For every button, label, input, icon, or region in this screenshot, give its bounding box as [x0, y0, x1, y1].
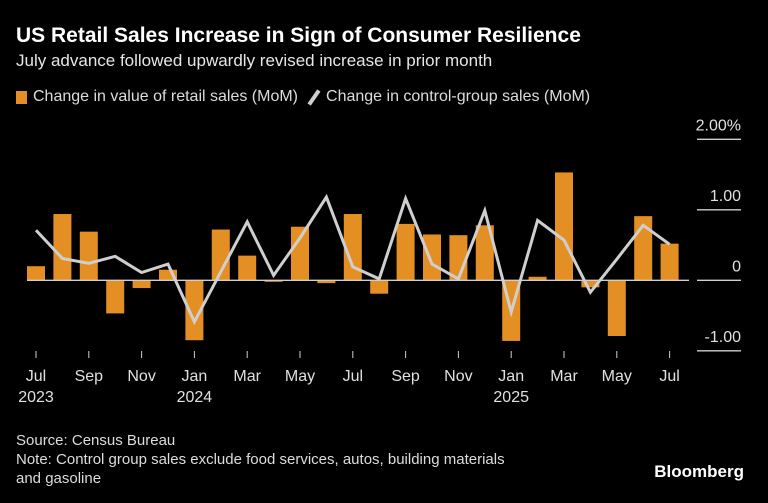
- bloomberg-logo: Bloomberg: [654, 462, 744, 481]
- bar-apr-2024: [264, 280, 283, 282]
- y-tick-label: 2.00%: [696, 117, 741, 134]
- legend-label-control-group: Change in control-group sales (MoM): [326, 88, 591, 105]
- x-tick-label-month: Sep: [75, 368, 104, 385]
- bar-dec-2024: [475, 225, 494, 281]
- x-tick-label-month: Mar: [233, 368, 261, 385]
- bar-jun-2024: [317, 280, 336, 284]
- bar-sep-2023: [79, 231, 98, 281]
- bar-jan-2024: [185, 280, 204, 341]
- bar-sep-2024: [396, 223, 415, 281]
- bar-mar-2024: [238, 255, 257, 281]
- x-tick-label-month: Jul: [26, 368, 46, 385]
- note-text-line2: and gasoline: [16, 470, 102, 487]
- x-tick-label-month: Jan: [182, 368, 208, 385]
- bar-dec-2023: [159, 269, 177, 281]
- x-tick-label-month: Sep: [391, 368, 420, 385]
- x-tick-label-year: 2023: [18, 389, 54, 406]
- y-tick-label: -1.00: [705, 329, 742, 346]
- bar-jul-2025: [660, 243, 679, 281]
- bar-jul-2023: [27, 266, 45, 281]
- bar-feb-2024: [211, 229, 230, 281]
- bar-apr-2025: [581, 280, 600, 288]
- y-tick-label: 1.00: [710, 188, 741, 205]
- x-tick-label-month: Jul: [343, 368, 363, 385]
- bar-oct-2024: [423, 234, 441, 281]
- bar-oct-2023: [106, 280, 125, 314]
- legend-label-retail-sales: Change in value of retail sales (MoM): [33, 88, 299, 105]
- footer: Source: Census Bureau Note: Control grou…: [16, 431, 505, 488]
- x-tick-label-month: Jan: [498, 368, 524, 385]
- bar-feb-2025: [528, 276, 547, 281]
- x-tick-label-year: 2024: [177, 389, 213, 406]
- chart-title: US Retail Sales Increase in Sign of Cons…: [16, 24, 581, 47]
- x-tick-label-month: Mar: [550, 368, 578, 385]
- legend: Change in value of retail sales (MoM) Ch…: [16, 88, 590, 106]
- bar-aug-2023: [53, 214, 72, 281]
- x-tick-label-month: Jul: [659, 368, 679, 385]
- bar-aug-2024: [370, 280, 389, 294]
- bar-may-2024: [291, 226, 309, 281]
- control-group-line: [34, 193, 671, 326]
- bar-nov-2024: [449, 235, 468, 281]
- y-tick-label: 0: [732, 258, 741, 275]
- bar-nov-2023: [132, 280, 151, 289]
- note-text-line1: Note: Control group sales exclude food s…: [16, 451, 505, 468]
- source-text: Source: Census Bureau: [16, 432, 176, 449]
- x-tick-label-month: Nov: [444, 368, 472, 385]
- x-tick-label-year: 2025: [493, 389, 529, 406]
- bar-jul-2024: [343, 214, 362, 281]
- legend-bar-swatch-icon: [16, 90, 27, 104]
- x-tick-label-month: May: [602, 368, 632, 385]
- bar-mar-2025: [555, 172, 573, 281]
- x-tick-label-month: May: [285, 368, 315, 385]
- chart-subtitle: July advance followed upwardly revised i…: [16, 51, 493, 70]
- x-tick-label-month: Nov: [127, 368, 155, 385]
- bar-may-2025: [607, 280, 626, 336]
